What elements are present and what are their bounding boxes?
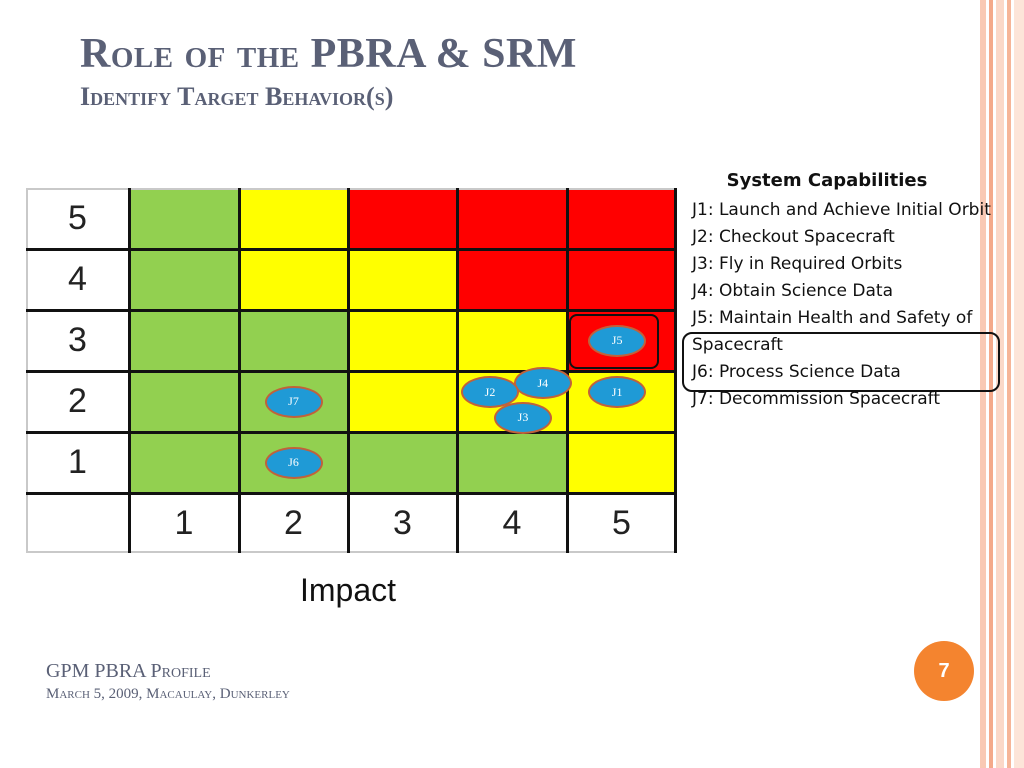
capabilities-legend: System Capabilities J1: Launch and Achie…	[692, 170, 1012, 413]
legend-title: System Capabilities	[726, 170, 928, 191]
footer-title: GPM PBRA Profile	[46, 660, 211, 682]
matrix-cell	[239, 310, 348, 371]
grid-line	[26, 309, 676, 312]
grid-line	[26, 370, 676, 373]
matrix-cell	[567, 249, 676, 310]
matrix-cell	[457, 249, 567, 310]
legend-item: J6: Process Science Data	[692, 362, 901, 382]
capability-marker-j6: J6	[264, 446, 323, 479]
grid-border	[26, 188, 676, 190]
matrix-cell	[129, 371, 239, 432]
matrix-cell	[239, 249, 348, 310]
grid-line	[26, 248, 676, 251]
legend-item: J3: Fly in Required Orbits	[692, 254, 903, 274]
grid-line	[347, 188, 350, 553]
column-label: 1	[129, 493, 239, 553]
grid-line	[26, 431, 676, 434]
legend-item: J4: Obtain Science Data	[692, 281, 894, 301]
risk-matrix: 5 4 3 2 1 1 2 3 4 5 J5 J4 J2 J3 J1 J7 J6	[26, 188, 677, 553]
matrix-cell	[129, 310, 239, 371]
legend-item: J7: Decommission Spacecraft	[692, 389, 941, 409]
row-label: 5	[26, 188, 129, 249]
matrix-cell	[348, 310, 457, 371]
footer-date: March 5, 2009, Macaulay, Dunkerley	[46, 686, 290, 702]
capability-marker-j1: J1	[588, 376, 647, 409]
grid-line	[456, 188, 459, 553]
row-label: 2	[26, 371, 129, 432]
matrix-cell	[457, 188, 567, 249]
grid-border	[26, 551, 676, 553]
grid-line	[238, 188, 241, 553]
matrix-cell	[129, 432, 239, 493]
highlight-box	[569, 314, 659, 369]
capability-marker-j5: J5	[588, 324, 647, 357]
matrix-cell	[239, 188, 348, 249]
capability-marker-j3: J3	[494, 401, 552, 434]
matrix-cell	[129, 249, 239, 310]
matrix-cell	[457, 310, 567, 371]
x-axis-label: Impact	[300, 572, 397, 608]
grid-line	[128, 188, 131, 553]
column-label: 5	[567, 493, 676, 553]
corner-cell	[26, 493, 129, 553]
row-label: 1	[26, 432, 129, 493]
column-label: 4	[457, 493, 567, 553]
matrix-cell	[129, 188, 239, 249]
row-label: 3	[26, 310, 129, 371]
matrix-cell	[348, 188, 457, 249]
grid-line	[674, 188, 677, 553]
legend-item: J2: Checkout Spacecraft	[692, 227, 895, 247]
matrix-cell	[348, 249, 457, 310]
legend-item: J5: Maintain Health and Safety of Spacec…	[692, 308, 973, 355]
column-label: 3	[348, 493, 457, 553]
matrix-cell	[348, 371, 457, 432]
matrix-cell	[567, 188, 676, 249]
matrix-cell	[348, 432, 457, 493]
page-number: 7	[914, 641, 974, 701]
grid-line	[26, 492, 676, 495]
legend-highlight-box	[682, 332, 1000, 392]
legend-item: J1: Launch and Achieve Initial Orbit	[692, 200, 991, 220]
matrix-cell	[567, 432, 676, 493]
row-label: 4	[26, 249, 129, 310]
grid-line	[566, 188, 569, 553]
slide-subtitle: Identify Target Behavior(s)	[80, 82, 394, 111]
matrix-cell	[457, 432, 567, 493]
capability-marker-j4: J4	[513, 367, 572, 400]
column-label: 2	[239, 493, 348, 553]
slide-title: Role of the PBRA & SRM	[80, 31, 577, 77]
capability-marker-j7: J7	[264, 385, 323, 418]
